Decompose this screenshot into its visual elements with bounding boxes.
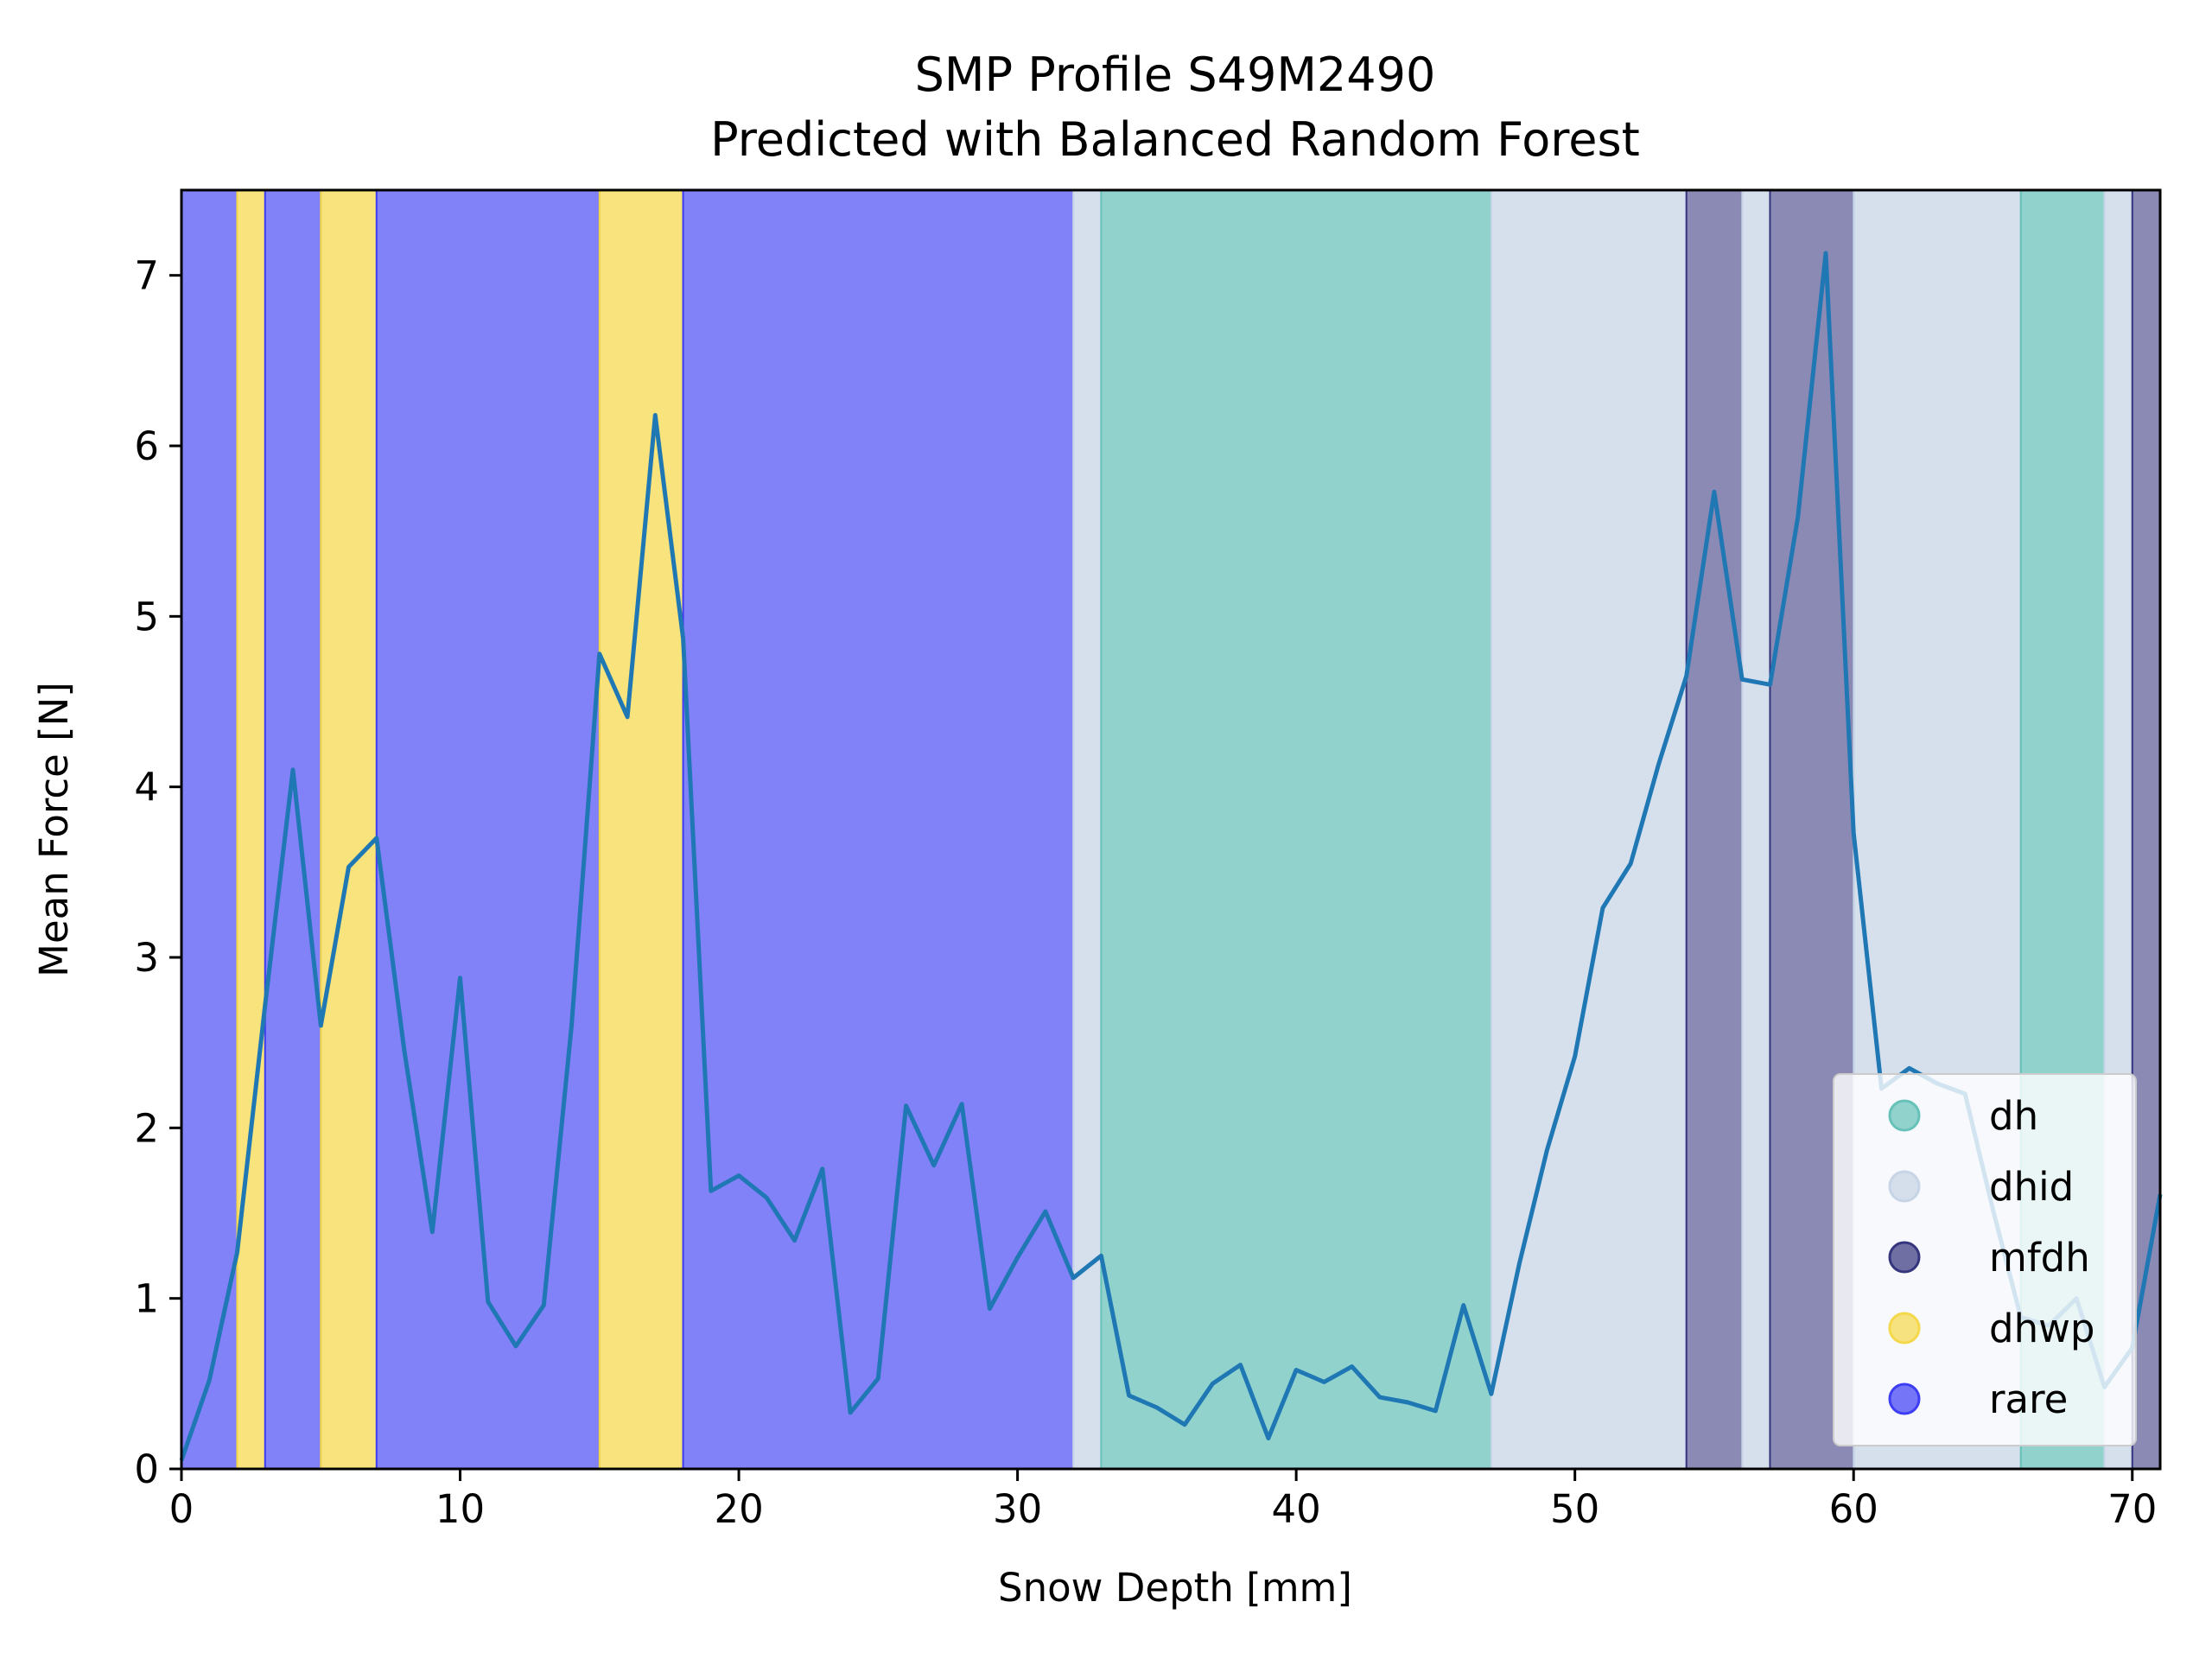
legend-label-dh: dh [1989, 1093, 2038, 1139]
y-tick-label: 0 [134, 1446, 159, 1492]
series-line-0 [179, 251, 2163, 1461]
series-lines [179, 251, 2163, 1461]
legend-label-dhid: dhid [1989, 1164, 2074, 1210]
y-tick-label: 7 [134, 253, 159, 299]
y-axis-label: Mean Force [N] [31, 682, 77, 977]
legend-marker-mfdh [1888, 1241, 1921, 1274]
y-tick-label: 6 [134, 423, 159, 469]
band-dhid [1490, 189, 1688, 1470]
legend-label-mfdh: mfdh [1989, 1235, 2090, 1281]
chart-subtitle: Predicted with Balanced Random Forest [710, 112, 1640, 167]
y-axis-ticks: 0 1 2 3 4 5 6 7 [134, 253, 181, 1492]
band-mfdh [1685, 189, 1744, 1470]
x-axis-label: Snow Depth [mm] [998, 1565, 1352, 1611]
legend-marker-dh [1888, 1099, 1921, 1132]
legend-box [1833, 1073, 2137, 1446]
legend-label-rare: rare [1989, 1376, 2068, 1422]
class-bands [181, 189, 2162, 1470]
y-tick-label: 5 [134, 594, 159, 639]
x-tick-label: 40 [1272, 1486, 1321, 1532]
band-rare [682, 189, 1075, 1470]
band-rare [375, 189, 601, 1470]
x-tick-label: 10 [435, 1486, 485, 1532]
legend-marker-rare [1888, 1382, 1921, 1415]
x-tick-label: 60 [1829, 1486, 1878, 1532]
y-tick-label: 4 [134, 765, 159, 810]
band-dhwp [236, 189, 266, 1470]
band-rare [181, 189, 238, 1470]
band-dhwp [598, 189, 684, 1470]
x-axis-ticks: 0 10 20 30 40 50 60 70 [169, 1469, 2157, 1532]
legend: dh dhid mfdh dhwp rare [1833, 1073, 2137, 1446]
y-tick-label: 1 [134, 1276, 159, 1322]
x-tick-label: 70 [2107, 1486, 2157, 1532]
band-dhwp [320, 189, 378, 1470]
y-tick-label: 3 [134, 935, 159, 981]
legend-marker-dhwp [1888, 1312, 1921, 1344]
band-dhid [1741, 189, 1771, 1470]
band-dh [1100, 189, 1492, 1470]
plot-frame [180, 188, 2162, 1471]
legend-marker-dhid [1888, 1170, 1921, 1203]
x-tick-label: 50 [1550, 1486, 1599, 1532]
band-rare [264, 189, 322, 1470]
band-dhid [1072, 189, 1103, 1470]
band-mfdh [2131, 189, 2162, 1470]
x-tick-label: 30 [993, 1486, 1042, 1532]
legend-label-dhwp: dhwp [1989, 1306, 2094, 1351]
chart-title: SMP Profile S49M2490 [915, 48, 1436, 102]
x-tick-label: 20 [714, 1486, 763, 1532]
x-tick-label: 0 [169, 1486, 194, 1532]
y-tick-label: 2 [134, 1105, 159, 1151]
